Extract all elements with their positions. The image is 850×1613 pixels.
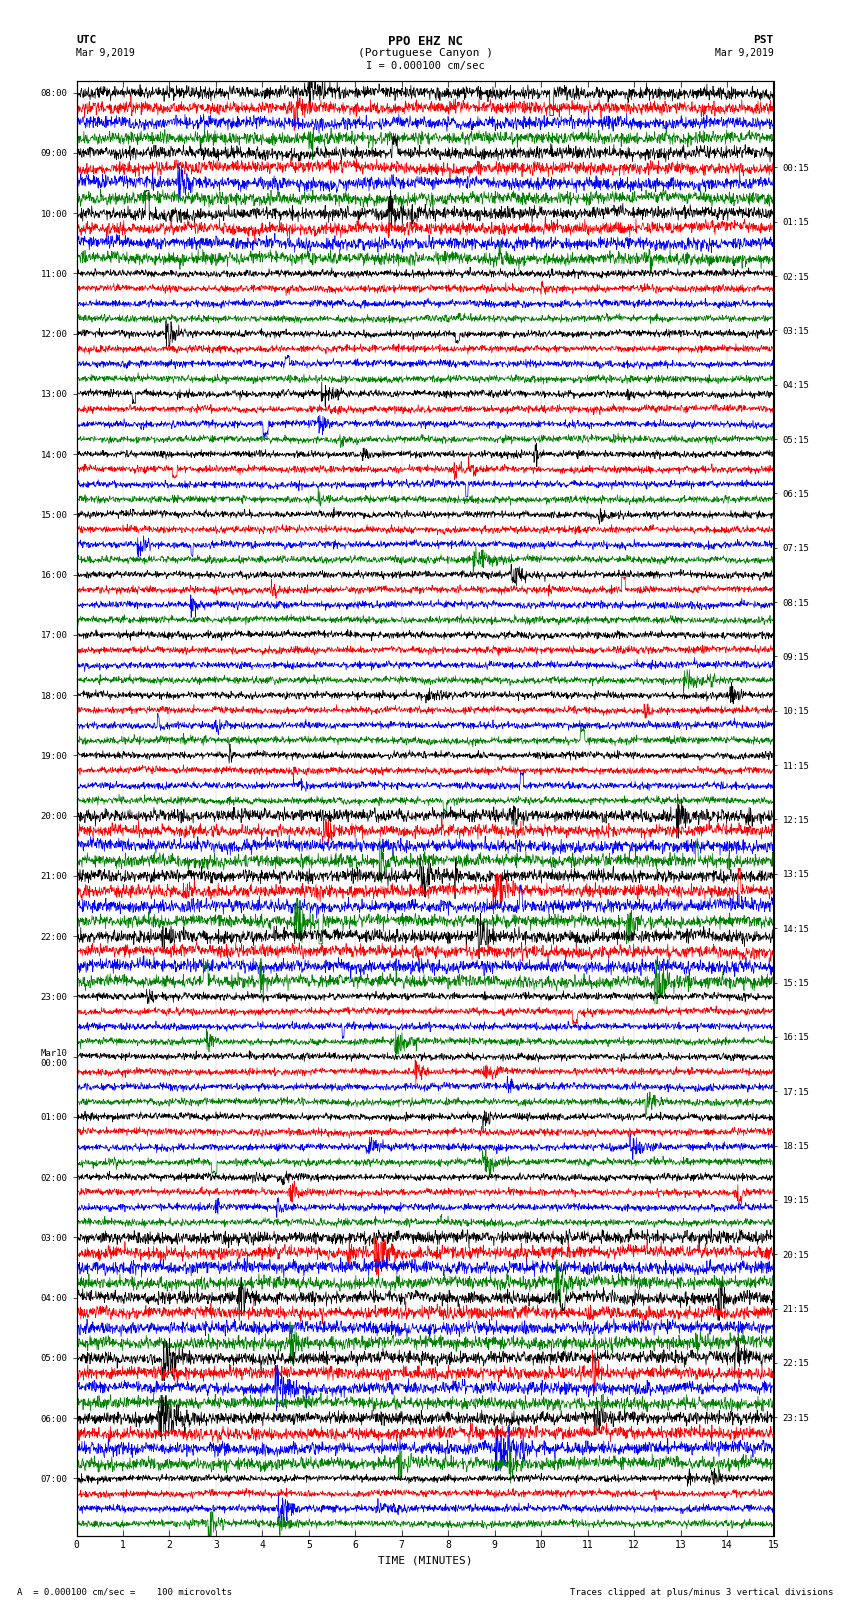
Text: UTC: UTC (76, 35, 97, 45)
Text: PST: PST (753, 35, 774, 45)
Text: (Portuguese Canyon ): (Portuguese Canyon ) (358, 48, 492, 58)
Text: Traces clipped at plus/minus 3 vertical divisions: Traces clipped at plus/minus 3 vertical … (570, 1587, 833, 1597)
Text: Mar 9,2019: Mar 9,2019 (76, 48, 135, 58)
X-axis label: TIME (MINUTES): TIME (MINUTES) (377, 1557, 473, 1566)
Text: PPO EHZ NC: PPO EHZ NC (388, 35, 462, 48)
Text: A  = 0.000100 cm/sec =    100 microvolts: A = 0.000100 cm/sec = 100 microvolts (17, 1587, 232, 1597)
Text: Mar 9,2019: Mar 9,2019 (715, 48, 774, 58)
Text: I = 0.000100 cm/sec: I = 0.000100 cm/sec (366, 61, 484, 71)
